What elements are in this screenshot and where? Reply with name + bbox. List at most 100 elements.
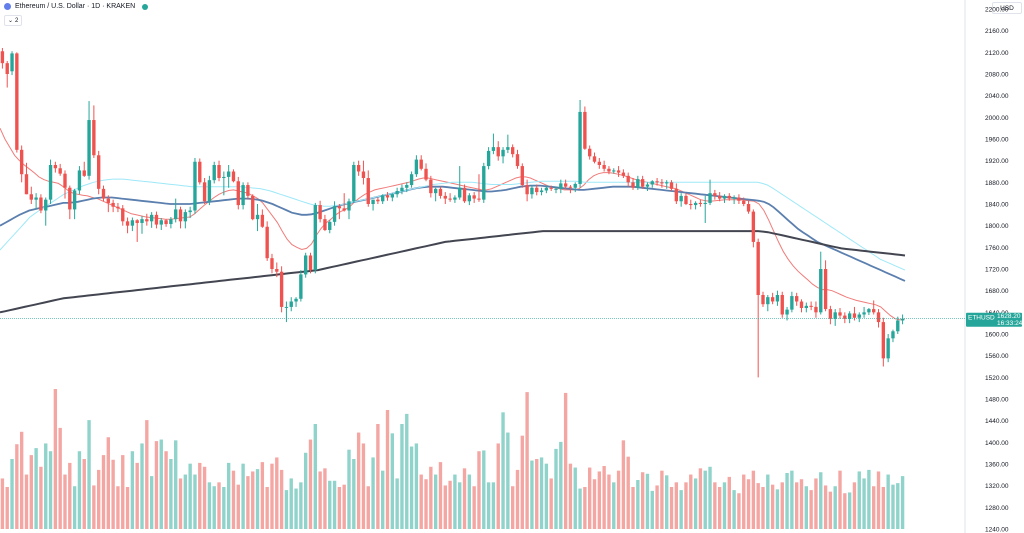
chart-legend: Ethereum / U.S. Dollar · 1D · KRAKEN	[4, 3, 149, 10]
volume-bar	[284, 490, 289, 529]
volume-bar	[159, 439, 163, 529]
volume-bar	[53, 389, 58, 529]
volume-bar	[482, 450, 486, 529]
volume-bar	[361, 443, 366, 529]
candle-body	[814, 306, 818, 313]
candle-body	[828, 309, 833, 319]
candle-body	[640, 179, 645, 187]
candle-body	[217, 165, 221, 178]
candle-body	[19, 149, 24, 175]
candle-body	[616, 170, 621, 173]
volume-bar	[722, 482, 727, 529]
volume-bar	[92, 485, 96, 529]
candle-body	[212, 165, 216, 181]
volume-bar	[795, 482, 799, 529]
candle-body	[241, 185, 245, 206]
volume-bar	[472, 486, 476, 529]
candle-body	[270, 258, 274, 269]
volume-bar	[549, 478, 553, 529]
volume-bar	[607, 474, 611, 529]
price-axis[interactable]: 2200.00 2160.00 2120.00 2080.00 2040.00 2000.…	[985, 7, 1009, 533]
price-tick-label: 1320.00	[985, 483, 1009, 490]
candle-body	[588, 148, 592, 157]
candle-body	[857, 314, 861, 318]
candle-body	[496, 147, 500, 157]
volume-bar	[453, 474, 457, 529]
volume-bar	[573, 467, 577, 529]
candle-body	[279, 271, 284, 307]
currency-selector[interactable]: USD	[992, 2, 1022, 14]
volume-bar	[703, 470, 707, 529]
candle-body	[477, 198, 481, 200]
volume-bar	[597, 471, 602, 529]
symbol-title: Ethereum / U.S. Dollar · 1D · KRAKEN	[15, 3, 136, 10]
candle-body	[294, 298, 298, 302]
candle-body	[347, 201, 351, 211]
candle-body	[356, 165, 361, 172]
candle-body	[92, 120, 96, 156]
volume-bar	[96, 469, 101, 529]
volume-bar	[506, 432, 510, 529]
candle-body	[164, 220, 168, 225]
indicators-collapse-button[interactable]: ⌄ 2	[4, 15, 23, 26]
candle-body	[472, 195, 476, 199]
candle-body	[260, 214, 265, 227]
candle-body	[15, 53, 19, 150]
volume-bar	[130, 451, 135, 529]
volume-bar	[785, 473, 789, 529]
volume-bar	[44, 443, 48, 529]
candle-body	[246, 185, 250, 196]
volume-bar	[684, 482, 688, 529]
volume-bar	[838, 470, 842, 529]
candle-body	[342, 208, 346, 211]
price-tick-label: 2120.00	[985, 50, 1009, 57]
volume-bar	[395, 478, 399, 529]
volume-bar	[352, 459, 356, 529]
candle-body	[308, 255, 313, 271]
volume-bar	[15, 444, 19, 529]
candle-body	[525, 185, 529, 195]
ethereum-logo-icon	[4, 3, 11, 10]
volume-bar	[77, 451, 82, 529]
candle-body	[183, 212, 188, 222]
volume-bar	[655, 485, 659, 529]
price-tick-label: 1880.00	[985, 180, 1009, 187]
volume-bar	[804, 486, 809, 529]
chevron-down-icon: ⌄	[8, 18, 14, 24]
candle-body	[303, 255, 308, 275]
price-tick-label: 1280.00	[985, 505, 1009, 512]
volume-bar	[275, 457, 279, 529]
candle-body	[409, 174, 414, 186]
volume-bar	[400, 424, 404, 529]
candle-body	[684, 195, 688, 204]
candle-body	[612, 170, 616, 172]
volume-bar	[669, 487, 674, 529]
candle-body	[106, 198, 110, 203]
volume-bar	[226, 462, 231, 529]
volume-bar	[708, 466, 712, 529]
candle-body	[891, 331, 895, 339]
price-tick-label: 1720.00	[985, 267, 1009, 274]
volume-bar	[588, 467, 592, 529]
moving-average-line	[0, 178, 906, 271]
candle-body	[698, 202, 703, 204]
volume-bar	[198, 462, 202, 529]
candle-body	[371, 199, 375, 204]
candle-body	[121, 208, 125, 222]
price-tick-label: 1440.00	[985, 418, 1009, 425]
candle-body	[174, 209, 178, 220]
volume-bar	[828, 491, 833, 529]
candle-body	[775, 295, 780, 302]
candle-body	[188, 210, 192, 213]
volume-bar	[462, 468, 467, 529]
price-tick-label: 2160.00	[985, 28, 1009, 35]
volume-bar	[318, 471, 322, 529]
candle-body	[328, 221, 332, 230]
volume-bar	[819, 472, 823, 529]
volume-bar	[458, 482, 462, 529]
volume-bar	[477, 451, 481, 529]
volume-bar	[241, 463, 245, 529]
candle-body	[761, 295, 765, 305]
candle-body	[395, 191, 399, 195]
